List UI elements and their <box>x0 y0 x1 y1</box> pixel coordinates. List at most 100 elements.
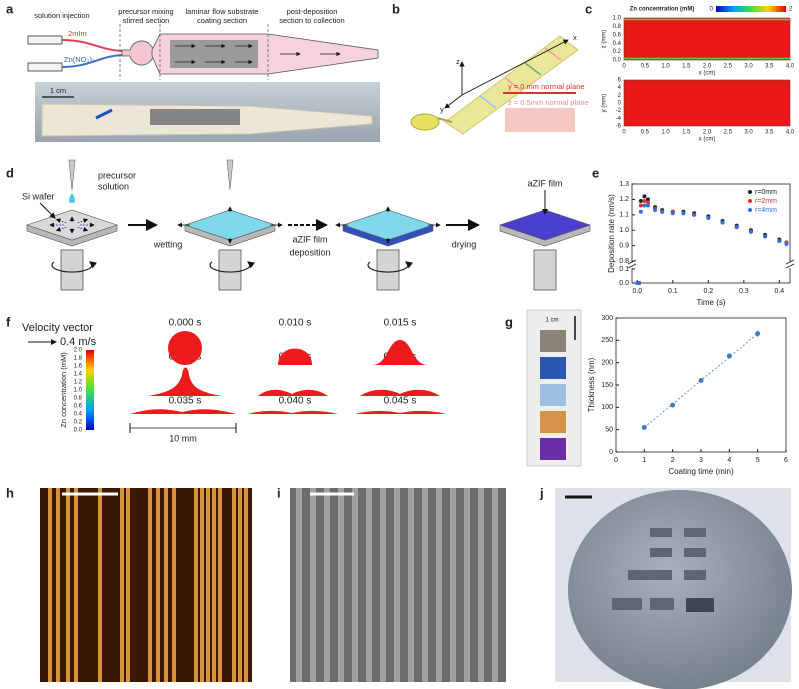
y-tick-label: 4 <box>618 85 622 91</box>
point <box>660 209 665 214</box>
inlet-line <box>61 54 123 68</box>
colorbar-tick: 2.0 <box>74 348 83 354</box>
panel-label: e <box>592 165 599 180</box>
section-label: coating section <box>197 16 247 25</box>
section-label: precursor mixing <box>118 7 173 16</box>
y-tick-label: 0 <box>609 449 613 456</box>
stripe <box>296 488 302 682</box>
vector-scale: 0.4 m/s <box>60 336 97 348</box>
point <box>653 208 658 213</box>
point <box>670 211 675 216</box>
panel-label: i <box>277 485 281 500</box>
colorbar <box>716 6 786 12</box>
scale-label: 1 cm <box>545 318 558 324</box>
point <box>642 203 647 208</box>
time-label: 0.000 s <box>169 318 202 329</box>
colorbar-label: Zn concentration (mM) <box>59 352 68 428</box>
plot-frame <box>615 317 787 453</box>
substrate <box>150 109 240 125</box>
stripe <box>310 488 316 682</box>
spread-arrow <box>55 218 67 224</box>
y-tick-label: 0.2 <box>613 49 622 55</box>
stripe <box>156 488 160 682</box>
panel-label: g <box>505 314 513 329</box>
x-tick-label: 3.0 <box>744 130 753 136</box>
spread-arrow <box>77 218 89 224</box>
stripe <box>200 488 204 682</box>
stripe <box>164 488 168 682</box>
point <box>720 220 725 225</box>
x-tick-label: 0.1 <box>668 288 678 295</box>
point <box>763 234 768 239</box>
pointer <box>39 202 56 219</box>
x-tick-label: 3.5 <box>765 130 774 136</box>
point <box>670 402 676 408</box>
stripe <box>218 488 222 682</box>
stripe <box>436 488 442 682</box>
x-tick-label: 0 <box>622 130 626 136</box>
stripe <box>380 488 386 682</box>
colorbar-tick: 1.2 <box>74 380 83 386</box>
stripe <box>120 488 124 682</box>
point <box>645 200 650 205</box>
y-tick-label: 0.8 <box>613 24 622 30</box>
axis-label: y <box>440 105 444 114</box>
panel-j <box>555 488 792 689</box>
stripe <box>148 488 152 682</box>
x-tick-label: 3 <box>699 457 703 464</box>
channel <box>444 35 579 135</box>
stripe <box>232 488 236 682</box>
x-tick-label: 3.0 <box>744 64 753 70</box>
legend-marker <box>748 190 752 194</box>
stripe <box>172 488 176 682</box>
panel-label: j <box>539 485 544 500</box>
y-tick-label: 250 <box>601 337 613 344</box>
legend-marker <box>748 208 752 212</box>
point <box>638 203 643 208</box>
y-tick-label: 6 <box>618 78 622 84</box>
y-tick-label: 0.0 <box>619 280 629 287</box>
colorbar-tick: 0.2 <box>74 420 83 426</box>
x-tick-label: 3.5 <box>765 64 774 70</box>
y-tick-label: 1.2 <box>619 196 629 203</box>
x-tick-label: 1.5 <box>682 64 691 70</box>
colorbar-title: Zn concentration (mM) <box>630 7 695 13</box>
x-tick-label: 2.0 <box>703 130 712 136</box>
rotation-arrow <box>51 261 97 273</box>
heatmap <box>623 79 791 127</box>
plane-label: z = 0.5mm normal plane <box>508 98 589 107</box>
stripe <box>450 488 456 682</box>
y-axis-label: z (mm) <box>602 30 608 49</box>
syringe <box>27 62 63 72</box>
needle <box>226 159 234 191</box>
point <box>755 331 761 337</box>
panel-label: b <box>392 1 400 16</box>
stage-top <box>499 209 591 241</box>
pedestal <box>376 249 400 291</box>
point <box>642 198 647 203</box>
x-tick-label: 0.0 <box>632 288 642 295</box>
inlet-label: Zn(NO₃)₂ <box>64 55 95 64</box>
stripe <box>66 488 70 682</box>
step-label: wetting <box>153 239 183 249</box>
label: solution <box>98 181 129 191</box>
inlet <box>95 108 113 120</box>
x-tick-label: 4.0 <box>786 64 795 70</box>
colorbar-tick: 2 <box>789 7 793 13</box>
point <box>638 198 643 203</box>
panel-label: d <box>6 165 14 180</box>
x-tick-label: 2 <box>671 457 675 464</box>
colorbar-tick: 0.0 <box>74 428 83 434</box>
stripe <box>464 488 470 682</box>
stripe <box>126 488 130 682</box>
colorbar-tick: 0.8 <box>74 396 83 402</box>
point <box>748 229 753 234</box>
syringe <box>27 35 63 45</box>
pedestal <box>218 249 242 291</box>
step-label: aZIF film <box>293 234 328 244</box>
stripe <box>478 488 484 682</box>
stripe <box>212 488 216 682</box>
stripe <box>338 488 344 682</box>
x-tick-label: 0 <box>622 64 626 70</box>
